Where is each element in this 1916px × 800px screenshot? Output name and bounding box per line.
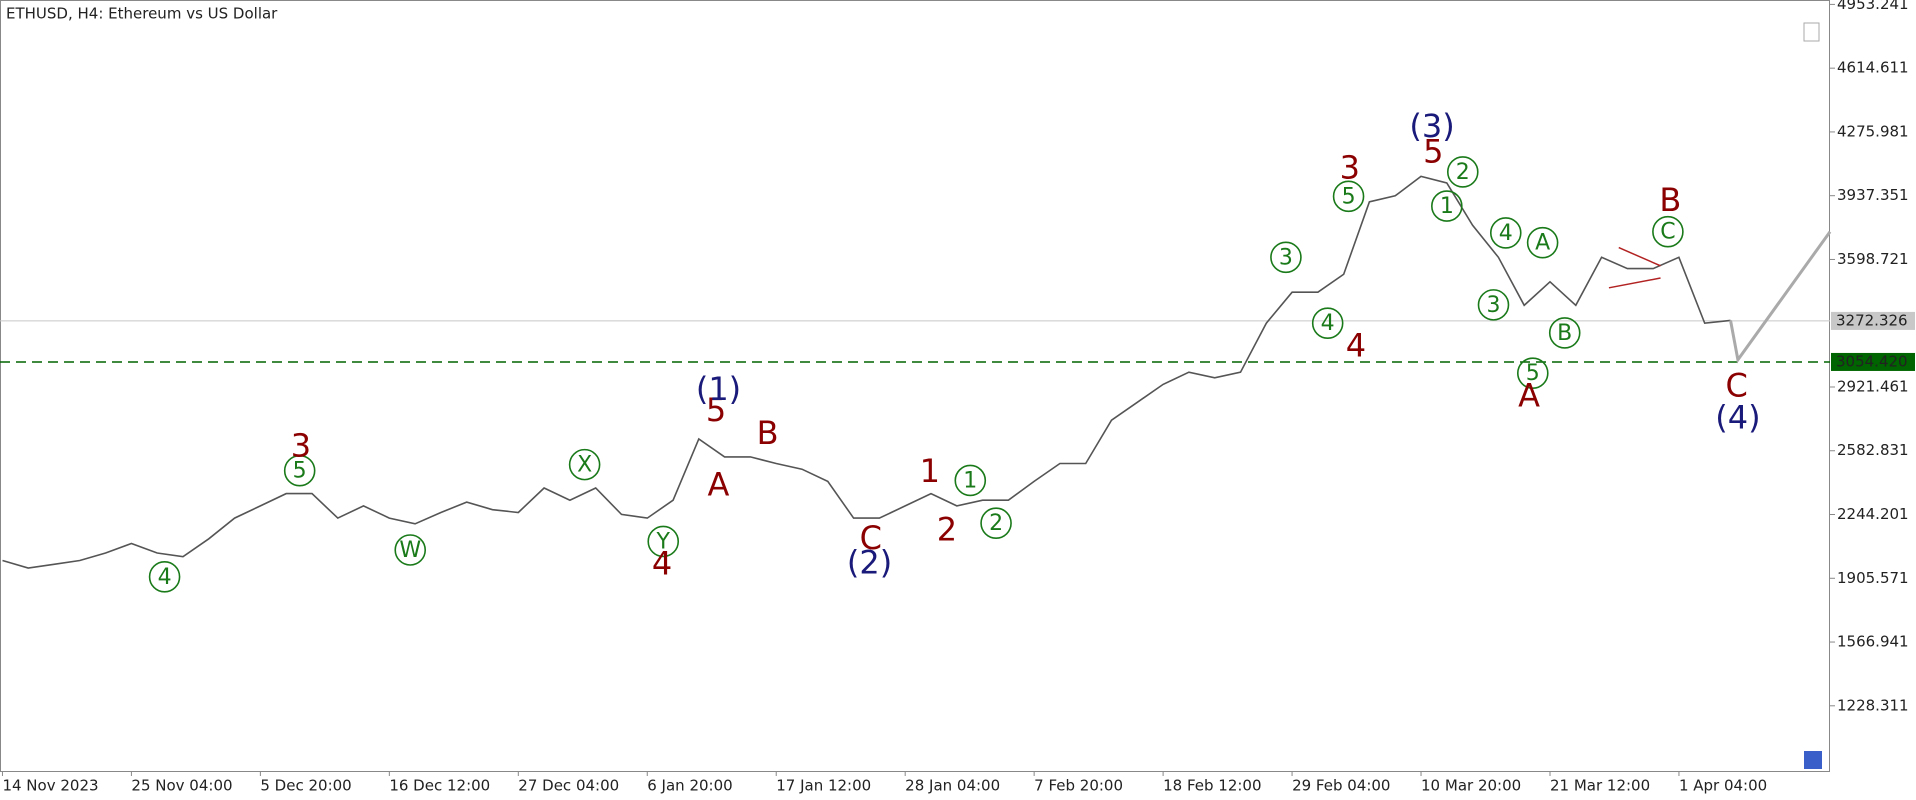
wave-label: X <box>577 453 592 478</box>
scroll-icon[interactable] <box>1804 751 1822 769</box>
price-label-box <box>1831 311 1915 330</box>
wave-circle <box>1548 317 1581 349</box>
triangle-line <box>1608 277 1661 289</box>
toolbar-icon[interactable] <box>1803 22 1820 42</box>
wave-label: 4 <box>1321 311 1335 336</box>
wave-circle <box>1270 241 1302 274</box>
wave-label: B <box>1659 181 1681 219</box>
wave-label: 2 <box>937 510 957 548</box>
forecast-line <box>1729 230 1832 364</box>
y-tick-label: 1228.311 <box>1837 696 1909 714</box>
wave-circle <box>980 507 1012 539</box>
wave-circle <box>647 525 680 558</box>
y-tick-label: 4953.241 <box>1837 0 1909 13</box>
y-tick-label: 2244.201 <box>1837 505 1909 523</box>
wave-label: 2 <box>1456 160 1470 185</box>
wave-label: 1 <box>920 452 940 490</box>
wave-circle <box>1431 190 1463 222</box>
wave-label: 2 <box>989 511 1003 536</box>
triangle-line <box>1618 246 1661 267</box>
wave-label: 3 <box>1486 293 1500 318</box>
x-tick-label: 16 Dec 12:00 <box>389 777 490 795</box>
wave-circle <box>148 561 181 593</box>
wave-label: 4 <box>652 545 672 583</box>
wave-label: B <box>757 414 779 452</box>
wave-circle <box>1652 215 1684 248</box>
wave-label: C <box>860 519 882 557</box>
wave-label: 5 <box>706 391 726 429</box>
y-tick-label: 1905.571 <box>1837 569 1909 587</box>
wave-label: 5 <box>1526 361 1540 386</box>
x-tick-label: 27 Dec 04:00 <box>518 777 619 795</box>
wave-label: W <box>399 538 421 563</box>
wave-label: A <box>708 465 730 503</box>
y-tick-label: 4275.981 <box>1837 122 1909 140</box>
x-tick-label: 28 Jan 04:00 <box>905 777 1000 795</box>
wave-label: 4 <box>1499 221 1513 246</box>
plot-frame <box>0 0 1830 772</box>
price-label: 3272.326 <box>1836 311 1908 329</box>
wave-label: 3 <box>291 426 311 464</box>
wave-label: Y <box>656 529 671 554</box>
wave-label: A <box>1518 376 1540 414</box>
wave-label: C <box>1660 220 1675 245</box>
x-tick-label: 17 Jan 12:00 <box>776 777 871 795</box>
wave-label: 3 <box>1279 245 1293 270</box>
wave-circle <box>1332 180 1365 213</box>
wave-label: (3) <box>1409 107 1454 145</box>
wave-circle <box>394 534 427 566</box>
wave-label: 5 <box>1423 132 1443 170</box>
wave-circle <box>283 454 316 487</box>
wave-circle <box>954 464 987 497</box>
price-line-series <box>2 175 1731 569</box>
x-tick-label: 6 Jan 20:00 <box>647 777 732 795</box>
x-tick-label: 14 Nov 2023 <box>2 777 98 795</box>
wave-label: 3 <box>1340 148 1360 186</box>
wave-label: (4) <box>1715 398 1760 436</box>
wave-circle <box>1446 156 1479 188</box>
wave-label: B <box>1557 321 1572 346</box>
wave-circle <box>1526 226 1559 259</box>
x-tick-label: 21 Mar 12:00 <box>1550 777 1650 795</box>
wave-label: 4 <box>158 565 172 590</box>
price-label: 3054.420 <box>1836 352 1908 370</box>
y-tick-label: 1566.941 <box>1837 633 1909 651</box>
wave-label: 1 <box>1440 194 1454 219</box>
wave-circle <box>1477 289 1510 321</box>
wave-label: C <box>1726 367 1748 405</box>
wave-circle <box>1311 307 1344 339</box>
wave-label: 4 <box>1346 326 1366 364</box>
x-tick-label: 7 Feb 20:00 <box>1034 777 1123 795</box>
wave-label: 5 <box>1342 184 1356 209</box>
x-tick-label: 10 Mar 20:00 <box>1421 777 1521 795</box>
wave-label: A <box>1535 231 1550 256</box>
x-tick-label: 1 Apr 04:00 <box>1679 777 1767 795</box>
wave-circle <box>1516 357 1549 389</box>
y-tick-label: 2582.831 <box>1837 441 1909 459</box>
y-tick-label: 2921.461 <box>1837 377 1909 395</box>
x-tick-label: 25 Nov 04:00 <box>131 777 232 795</box>
wave-label: 1 <box>963 468 977 493</box>
wave-circle <box>568 448 601 481</box>
chart-title: ETHUSD, H4: Ethereum vs US Dollar <box>6 5 278 23</box>
price-label-box <box>1831 352 1915 371</box>
x-tick-label: 29 Feb 04:00 <box>1292 777 1390 795</box>
wave-label: 5 <box>293 459 307 484</box>
x-tick-label: 18 Feb 12:00 <box>1163 777 1261 795</box>
wave-label: (2) <box>847 543 892 581</box>
y-tick-label: 3598.721 <box>1837 250 1909 268</box>
x-tick-label: 5 Dec 20:00 <box>260 777 351 795</box>
wave-circle <box>1489 217 1522 249</box>
y-tick-label: 3937.351 <box>1837 186 1909 204</box>
y-tick-label: 4614.611 <box>1837 59 1909 77</box>
wave-label: (1) <box>696 370 741 408</box>
